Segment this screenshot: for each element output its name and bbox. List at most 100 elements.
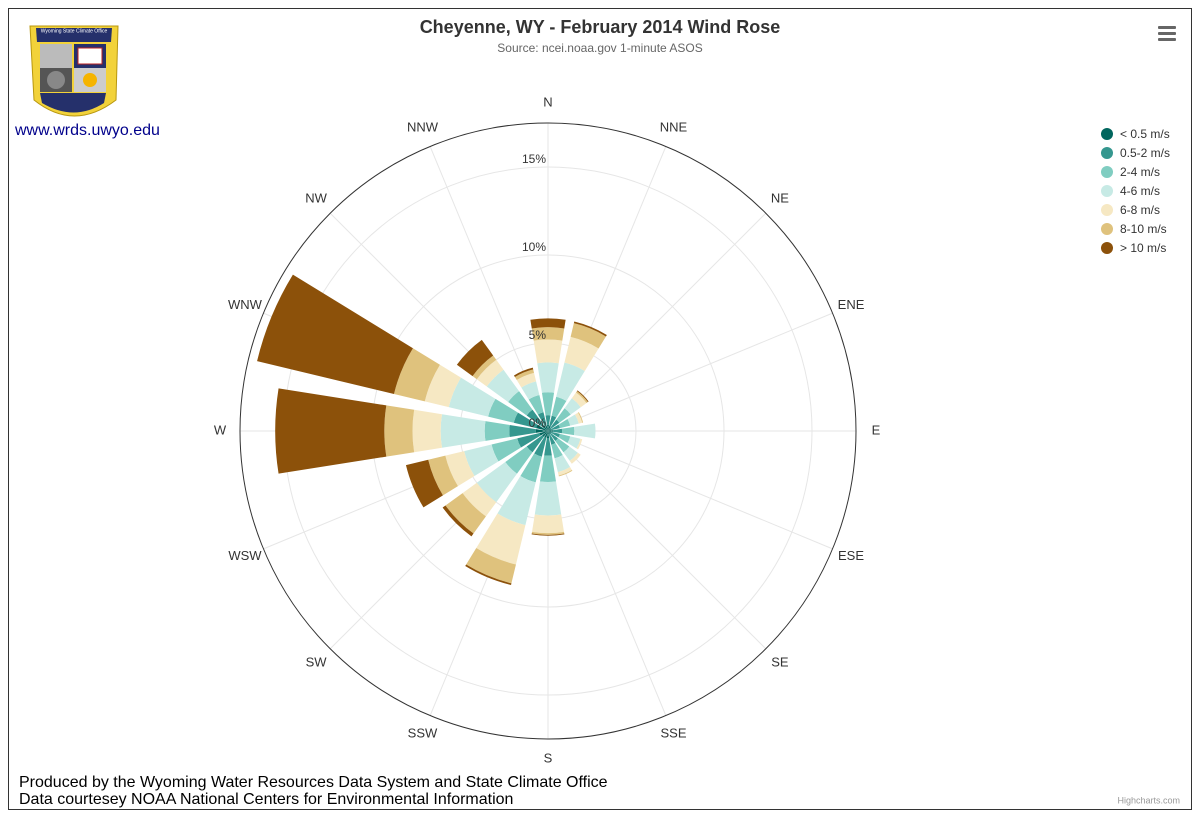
direction-label: SSW [408, 725, 438, 740]
bar-segment [540, 455, 556, 483]
bar-segment [531, 533, 565, 536]
bar-segment [548, 434, 556, 445]
bar-segment [462, 482, 497, 517]
bar-segment [537, 412, 547, 427]
legend-label[interactable]: < 0.5 m/s [1120, 127, 1170, 141]
bar-segment [554, 455, 571, 473]
logo-text: Wyoming State Climate Office [41, 28, 108, 34]
bar-segment [548, 431, 551, 434]
credits: Highcharts.com [1117, 795, 1180, 805]
bar-segment [497, 476, 536, 526]
logo: Wyoming State Climate Office [29, 25, 119, 117]
bar-segment [548, 429, 552, 431]
bar-segment [530, 318, 566, 329]
direction-label: SSE [661, 725, 687, 740]
bar-segment [393, 348, 440, 402]
direction-label: NNW [407, 119, 439, 134]
bar-segment [531, 531, 565, 535]
chart-title: Cheyenne, WY - February 2014 Wind Rose [420, 17, 781, 37]
bar-segment [476, 513, 526, 565]
bar-segment [551, 431, 560, 438]
bar-segment [532, 514, 564, 534]
direction-label: E [872, 422, 881, 437]
grid-spoke [547, 430, 767, 650]
bar-segment [575, 391, 588, 404]
legend-label[interactable]: 4-6 m/s [1120, 184, 1160, 198]
bar-segment [405, 459, 443, 508]
footer-line: Produced by the Wyoming Water Resources … [19, 774, 608, 791]
bar-segment [464, 444, 499, 477]
bar-segment [442, 505, 474, 537]
bar-segment [570, 323, 606, 349]
bar-segment [555, 438, 570, 453]
bar-segment [539, 431, 548, 436]
bar-segment [558, 470, 573, 477]
bar-segment [556, 362, 585, 401]
legend-label[interactable]: 0.5-2 m/s [1120, 146, 1170, 160]
bar-segment [514, 369, 535, 380]
bar-segment [517, 433, 541, 448]
bar-segment [486, 369, 520, 403]
legend-marker [1101, 204, 1113, 216]
direction-label: SW [306, 654, 328, 669]
bar-segment [574, 423, 596, 439]
direction-label: S [544, 750, 553, 765]
site-link[interactable]: www.wrds.uwyo.edu [14, 122, 160, 139]
bar-segment [531, 327, 565, 341]
bar-segment [545, 425, 548, 431]
direction-label: NNE [660, 119, 688, 134]
footer-line: Data courtesey NOAA National Centers for… [19, 791, 513, 808]
bar-segment [528, 395, 544, 415]
y-tick-label: 10% [522, 240, 546, 254]
bar-segment [384, 405, 415, 457]
direction-label: SE [771, 654, 789, 669]
bar-segment [573, 321, 607, 337]
bar-segment [412, 409, 442, 453]
legend-label[interactable]: 2-4 m/s [1120, 165, 1160, 179]
grid-spoke [547, 312, 833, 432]
legend-marker [1101, 223, 1113, 235]
bar-segment [551, 396, 567, 418]
bar-segment [564, 398, 581, 415]
bar-segment [548, 431, 550, 435]
bar-segment [537, 362, 559, 393]
bar-segment [551, 424, 560, 431]
bar-segment [533, 339, 563, 364]
bar-segment [445, 451, 475, 487]
bar-segment [484, 421, 510, 441]
legend-marker [1101, 185, 1113, 197]
direction-label: ESE [838, 548, 864, 563]
legend-marker [1101, 128, 1113, 140]
bar-segment [541, 392, 555, 416]
bar-segment [547, 424, 549, 431]
grid-spoke [547, 212, 767, 432]
legend-marker [1101, 147, 1113, 159]
bar-segment [558, 419, 571, 429]
bar-segment [556, 408, 571, 423]
y-tick-label: 15% [522, 152, 546, 166]
bar-segment [578, 412, 584, 423]
bar-segment [445, 493, 486, 534]
bar-segment [440, 414, 486, 448]
bar-segment [466, 548, 516, 584]
bar-segment [508, 391, 533, 416]
bar-segment [551, 443, 563, 459]
bar-segment [526, 435, 544, 453]
bar-segment [558, 433, 571, 443]
bar-segment [571, 392, 587, 408]
bar-segment [476, 462, 517, 503]
bar-segment [548, 430, 554, 432]
menu-button[interactable] [1158, 26, 1176, 41]
bar-segment [542, 431, 548, 437]
direction-label: NE [771, 191, 789, 206]
bar-segment [567, 436, 581, 449]
bar-segment [545, 415, 551, 425]
legend-label[interactable]: > 10 m/s [1120, 241, 1166, 255]
bar-segment [424, 364, 461, 408]
bar-segment [472, 355, 497, 380]
legend-label[interactable]: 6-8 m/s [1120, 203, 1160, 217]
bar-segment [548, 425, 551, 431]
bar-segment [542, 425, 548, 431]
legend-label[interactable]: 8-10 m/s [1120, 222, 1167, 236]
